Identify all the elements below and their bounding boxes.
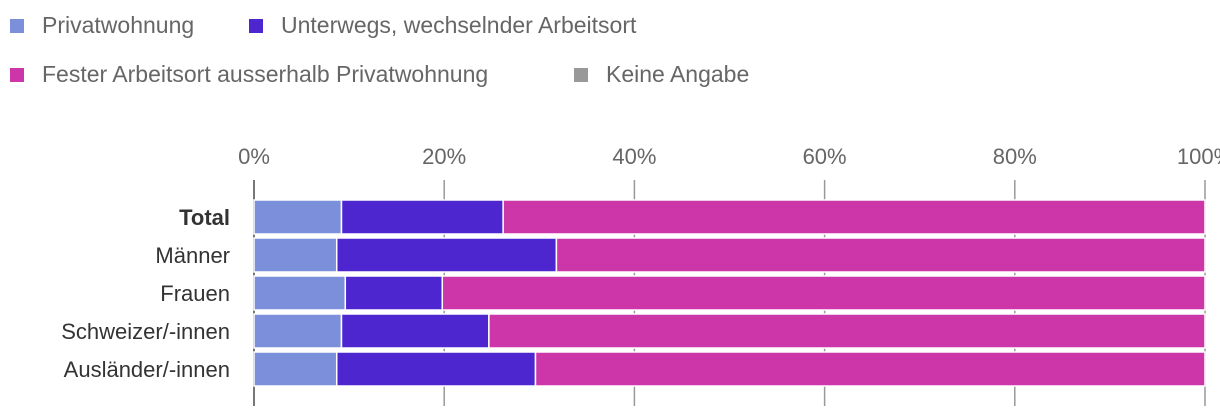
legend-item-keine-angabe[interactable]: Keine Angabe: [574, 61, 749, 88]
legend-item-privatwohnung[interactable]: Privatwohnung: [10, 12, 194, 39]
bar-segment: [555, 237, 1206, 273]
legend-item-unterwegs[interactable]: Unterwegs, wechselnder Arbeitsort: [249, 12, 636, 39]
x-tick-label: 100%: [1177, 144, 1220, 169]
bar-segment: [253, 199, 343, 235]
bar-segment: [340, 199, 504, 235]
legend-swatch-fester-arbeitsort: [10, 67, 24, 82]
category-label: Männer: [155, 243, 230, 268]
category-label: Frauen: [160, 281, 230, 306]
bar-segment: [534, 351, 1206, 387]
legend: Privatwohnung Unterwegs, wechselnder Arb…: [0, 0, 1220, 100]
legend-label: Unterwegs, wechselnder Arbeitsort: [281, 12, 637, 38]
legend-label: Fester Arbeitsort ausserhalb Privatwohnu…: [42, 61, 489, 87]
x-tick-label: 60%: [803, 144, 847, 169]
bar-segment: [335, 237, 558, 273]
bar-segment: [344, 275, 444, 311]
legend-swatch-unterwegs: [249, 18, 263, 33]
legend-label: Privatwohnung: [42, 12, 195, 38]
category-label: Schweizer/-innen: [61, 319, 230, 344]
bar-segment: [502, 199, 1206, 235]
bar-segment: [335, 351, 537, 387]
bar-segment: [253, 237, 338, 273]
x-tick-label: 40%: [612, 144, 656, 169]
legend-swatch-privatwohnung: [10, 18, 24, 33]
x-tick-label: 20%: [422, 144, 466, 169]
legend-swatch-keine-angabe: [574, 67, 588, 82]
bar-segment: [253, 275, 347, 311]
bar-segment: [488, 313, 1206, 349]
bar-segment: [441, 275, 1206, 311]
category-label: Ausländer/-innen: [64, 357, 230, 382]
legend-label: Keine Angabe: [606, 61, 750, 87]
bar-segment: [253, 351, 338, 387]
x-tick-label: 0%: [238, 144, 270, 169]
bar-segment: [253, 313, 343, 349]
x-tick-label: 80%: [993, 144, 1037, 169]
category-label: Total: [179, 205, 230, 230]
bar-segment: [340, 313, 490, 349]
legend-item-fester-arbeitsort[interactable]: Fester Arbeitsort ausserhalb Privatwohnu…: [10, 61, 488, 88]
